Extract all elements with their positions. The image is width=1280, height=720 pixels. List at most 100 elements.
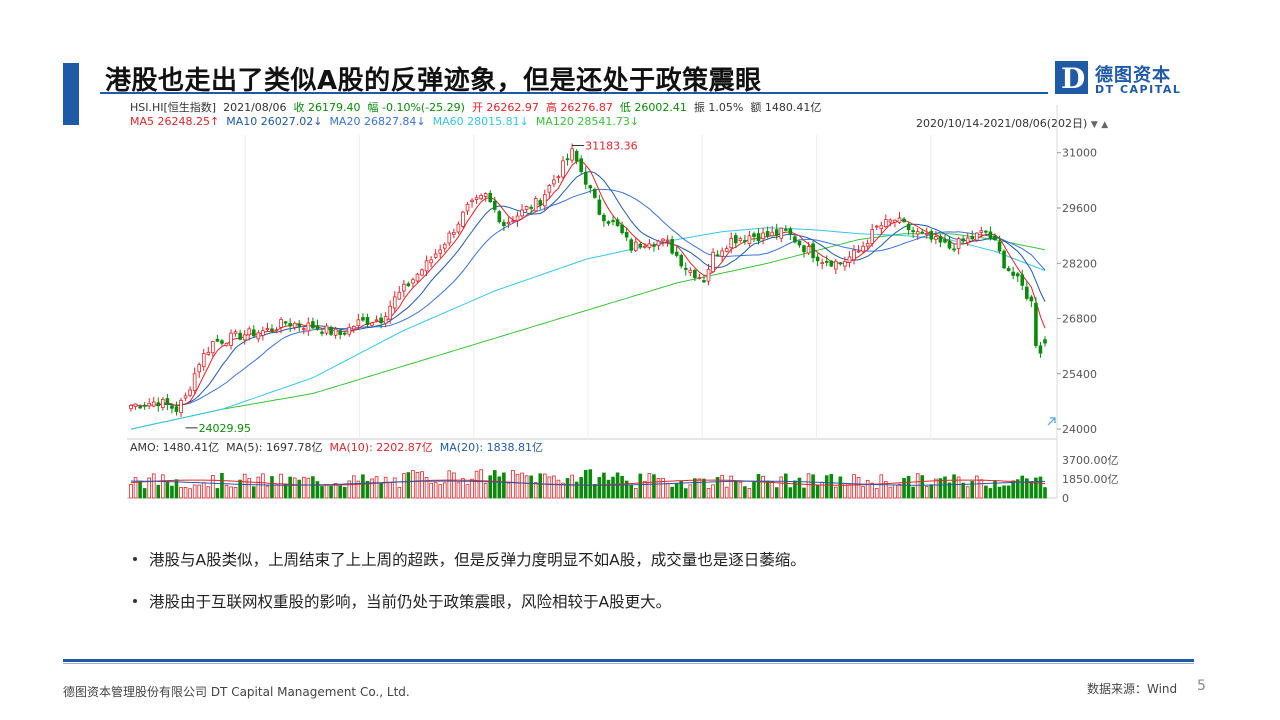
volume-bar — [133, 477, 138, 499]
candle-body — [170, 405, 174, 409]
volume-bar — [242, 473, 247, 499]
candle-body — [661, 238, 665, 242]
volume-bar — [315, 481, 320, 499]
title-accent-bar — [63, 63, 79, 125]
dropdown-triangle-icon[interactable]: ▲ — [1101, 120, 1109, 130]
volume-bar — [561, 482, 565, 499]
volume-bar — [861, 486, 865, 499]
volume-bar — [915, 473, 920, 499]
candle-body — [733, 235, 738, 244]
candle-body — [579, 158, 583, 172]
volume-bar — [515, 473, 520, 499]
candle-body — [438, 249, 443, 254]
volume-bar — [547, 476, 552, 499]
volume-bar — [397, 486, 402, 499]
candle-body — [224, 343, 229, 347]
volume-bar — [283, 483, 288, 499]
volume-bar — [329, 485, 333, 499]
candle-body — [161, 399, 165, 409]
candle-body — [447, 232, 452, 244]
volume-bar — [606, 479, 611, 499]
volume-field-1: MA(5): 1697.78亿 — [226, 441, 323, 454]
candle-body — [647, 243, 652, 248]
candle-body — [552, 179, 556, 185]
candle-body — [843, 261, 847, 267]
ma-field-0: MA5 26248.25↑ — [130, 115, 220, 128]
volume-bar — [593, 484, 597, 499]
volume-bar — [524, 475, 529, 499]
volume-bar — [1029, 481, 1034, 499]
candle-body — [633, 241, 638, 251]
volume-bar — [570, 474, 574, 499]
candle-body — [174, 406, 179, 412]
candle-body — [261, 330, 265, 336]
volume-bar — [979, 479, 984, 499]
candle-body — [620, 224, 624, 234]
volume-bar — [706, 487, 711, 499]
volume-bar — [229, 486, 233, 499]
candle-body — [1002, 250, 1006, 269]
candle-body — [470, 199, 474, 202]
volume-bar — [433, 482, 438, 499]
volume-bar — [934, 478, 938, 499]
volume-bar — [947, 482, 952, 499]
candle-body — [247, 328, 252, 336]
candle-body — [147, 402, 151, 407]
volume-bar — [711, 484, 715, 499]
volume-bar — [852, 474, 856, 499]
volume-bar — [924, 486, 929, 499]
dt-capital-logo: D 德图资本 DT CAPITAL — [1055, 61, 1195, 97]
candle-body — [465, 203, 470, 212]
volume-bar — [879, 474, 884, 499]
candle-body — [797, 240, 802, 246]
volume-bar — [388, 482, 392, 499]
candle-body — [251, 329, 256, 337]
volume-bar — [461, 478, 465, 499]
candle-body — [520, 209, 524, 217]
volume-bar — [756, 473, 761, 499]
volume-bar — [620, 475, 624, 499]
volume-bar — [442, 482, 447, 499]
candle-body — [452, 232, 456, 235]
volume-bar — [361, 474, 365, 499]
candle-body — [315, 325, 320, 330]
dropdown-triangle-icon[interactable]: ▼ — [1090, 120, 1098, 130]
ma-field-4: MA120 28541.73↓ — [535, 115, 640, 128]
candle-body — [379, 317, 383, 324]
candle-body — [915, 231, 920, 235]
volume-bar — [288, 476, 292, 499]
candle-body — [133, 403, 138, 407]
candle-body — [861, 245, 865, 252]
candle-body — [670, 239, 674, 254]
chart-date-range[interactable]: 2020/10/14-2021/08/06(202日) ▼ ▲ — [916, 115, 1108, 131]
volume-bar — [834, 486, 838, 499]
volume-bar — [633, 487, 638, 499]
volume-bar — [147, 477, 151, 499]
volume-bar — [174, 479, 179, 499]
candle-body — [256, 332, 261, 340]
candle-body — [138, 406, 142, 409]
price-tick-label: 24000 — [1062, 423, 1097, 436]
volume-bar — [697, 478, 702, 499]
candle-body — [1020, 274, 1025, 286]
volume-bar — [797, 477, 802, 499]
volume-bar — [929, 484, 934, 499]
volume-bar — [1002, 485, 1006, 499]
volume-bar — [1025, 478, 1029, 499]
volume-bar — [447, 470, 452, 499]
volume-bar — [902, 477, 906, 499]
candle-body — [565, 158, 570, 161]
candle-body — [156, 402, 161, 407]
candle-body — [893, 219, 897, 223]
candle-body — [233, 331, 238, 334]
volume-bar — [311, 476, 315, 499]
volume-bar — [1043, 487, 1047, 499]
volume-bar — [874, 488, 879, 499]
quote-field-8: 额 1480.41亿 — [750, 101, 822, 114]
chart-date-range-text: 2020/10/14-2021/08/06(202日) — [916, 117, 1088, 130]
candle-body — [333, 328, 338, 336]
candle-body — [265, 328, 270, 331]
bullet-item: 港股由于互联网权重股的影响，当前仍处于政策震眼，风险相较于A股更大。 — [133, 590, 806, 612]
candle-body — [602, 214, 606, 222]
candle-body — [411, 279, 415, 284]
